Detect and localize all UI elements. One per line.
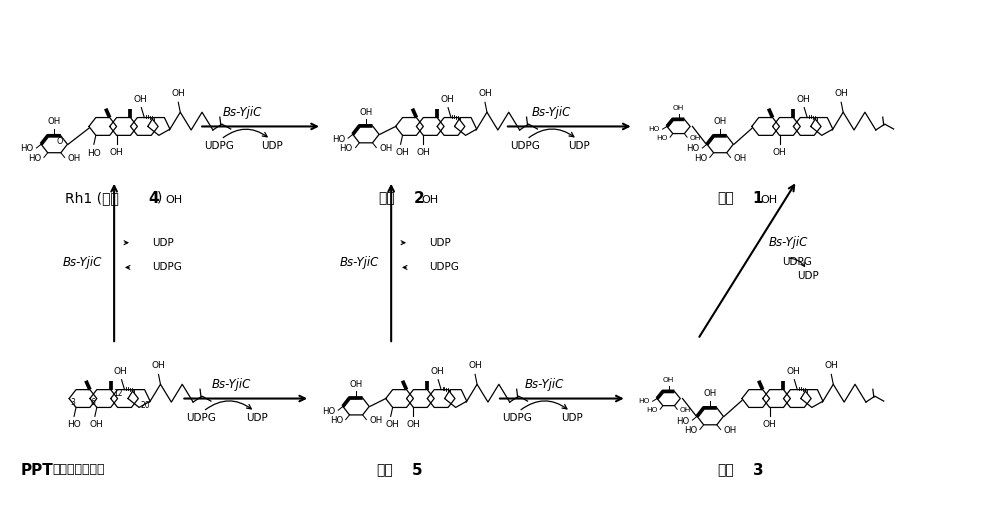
Text: 产物: 产物	[376, 463, 393, 477]
Text: OH: OH	[48, 117, 61, 126]
Text: 3: 3	[71, 398, 76, 407]
Text: Rh1 (产物: Rh1 (产物	[65, 191, 119, 205]
Text: OH: OH	[422, 195, 439, 205]
Text: HO: HO	[28, 154, 41, 163]
Text: 产物: 产物	[718, 463, 734, 477]
Text: O: O	[56, 137, 62, 146]
Text: OH: OH	[680, 407, 691, 413]
Text: OH: OH	[733, 154, 747, 163]
Text: OH: OH	[760, 195, 777, 205]
Text: OH: OH	[67, 154, 81, 163]
Text: OH: OH	[133, 95, 147, 104]
Text: HO: HO	[656, 135, 667, 141]
Text: OH: OH	[468, 362, 482, 370]
Text: Bs-YjiC: Bs-YjiC	[211, 378, 251, 391]
Text: UDPG: UDPG	[204, 141, 234, 151]
Text: Bs-YjiC: Bs-YjiC	[769, 236, 808, 249]
Text: UDPG: UDPG	[152, 263, 182, 272]
Text: Bs-YjiC: Bs-YjiC	[525, 378, 564, 391]
Text: HO: HO	[649, 126, 660, 132]
Text: UDPG: UDPG	[186, 413, 216, 423]
Text: UDPG: UDPG	[782, 257, 812, 267]
Text: Bs-YjiC: Bs-YjiC	[223, 106, 262, 119]
Text: OH: OH	[430, 367, 444, 376]
Text: 12: 12	[113, 389, 122, 398]
Text: OH: OH	[152, 362, 165, 370]
Text: UDPG: UDPG	[510, 141, 540, 151]
Text: UDP: UDP	[262, 141, 283, 151]
Text: HO: HO	[639, 398, 650, 404]
Text: OH: OH	[478, 90, 492, 99]
Text: UDP: UDP	[246, 413, 267, 423]
Text: OH: OH	[723, 426, 737, 435]
Text: OH: OH	[396, 148, 409, 157]
Text: OH: OH	[786, 367, 800, 376]
Text: 产物: 产物	[718, 191, 734, 205]
Text: HO: HO	[330, 416, 343, 425]
Text: OH: OH	[663, 377, 674, 384]
Text: Bs-YjiC: Bs-YjiC	[532, 106, 571, 119]
Text: OH: OH	[673, 105, 684, 111]
Text: OH: OH	[773, 148, 786, 157]
Text: OH: OH	[166, 195, 183, 205]
Text: OH: OH	[379, 144, 392, 153]
Text: OH: OH	[834, 90, 848, 99]
Text: OH: OH	[369, 416, 382, 425]
Text: OH: OH	[407, 420, 420, 429]
Text: Bs-YjiC: Bs-YjiC	[340, 256, 379, 269]
Text: HO: HO	[676, 417, 690, 425]
Text: OH: OH	[690, 135, 701, 141]
Text: HO: HO	[67, 420, 81, 429]
Text: HO: HO	[322, 407, 335, 416]
Text: OH: OH	[440, 95, 454, 104]
Text: OH: OH	[824, 362, 838, 370]
Text: OH: OH	[714, 117, 727, 126]
Text: ): )	[157, 191, 166, 205]
Text: OH: OH	[359, 107, 373, 116]
Text: HO: HO	[87, 149, 101, 158]
Text: 产物: 产物	[378, 191, 395, 205]
Text: OH: OH	[110, 148, 123, 157]
Text: UDPG: UDPG	[429, 263, 459, 272]
Text: OH: OH	[90, 420, 104, 429]
Text: UDP: UDP	[561, 413, 583, 423]
Text: HO: HO	[694, 154, 707, 163]
Text: UDP: UDP	[797, 271, 819, 281]
Text: HO: HO	[646, 407, 658, 413]
Text: OH: OH	[349, 379, 363, 389]
Text: UDP: UDP	[152, 238, 173, 248]
Text: OH: OH	[796, 95, 810, 104]
Text: 20: 20	[141, 400, 150, 410]
Text: 5: 5	[412, 463, 423, 478]
Text: HO: HO	[332, 135, 345, 144]
Text: HO: HO	[340, 144, 353, 153]
Text: 1: 1	[752, 191, 763, 206]
Text: OH: OH	[171, 90, 185, 99]
Text: OH: OH	[114, 367, 127, 376]
Text: （原人参三醇）: （原人参三醇）	[53, 463, 105, 476]
Text: OH: OH	[763, 420, 776, 429]
Text: OH: OH	[386, 420, 400, 429]
Text: 3: 3	[753, 463, 764, 478]
Text: OH: OH	[704, 389, 717, 398]
Text: UDP: UDP	[429, 238, 451, 248]
Text: HO: HO	[684, 426, 697, 435]
Text: OH: OH	[416, 148, 430, 157]
Text: UDP: UDP	[568, 141, 590, 151]
Text: Bs-YjiC: Bs-YjiC	[63, 256, 102, 269]
Text: HO: HO	[686, 145, 699, 154]
Text: 6: 6	[91, 398, 96, 407]
Text: UDPG: UDPG	[502, 413, 532, 423]
Text: PPT: PPT	[20, 463, 53, 478]
Text: HO: HO	[20, 145, 34, 154]
Text: 4: 4	[149, 191, 159, 206]
Text: 2: 2	[414, 191, 425, 206]
